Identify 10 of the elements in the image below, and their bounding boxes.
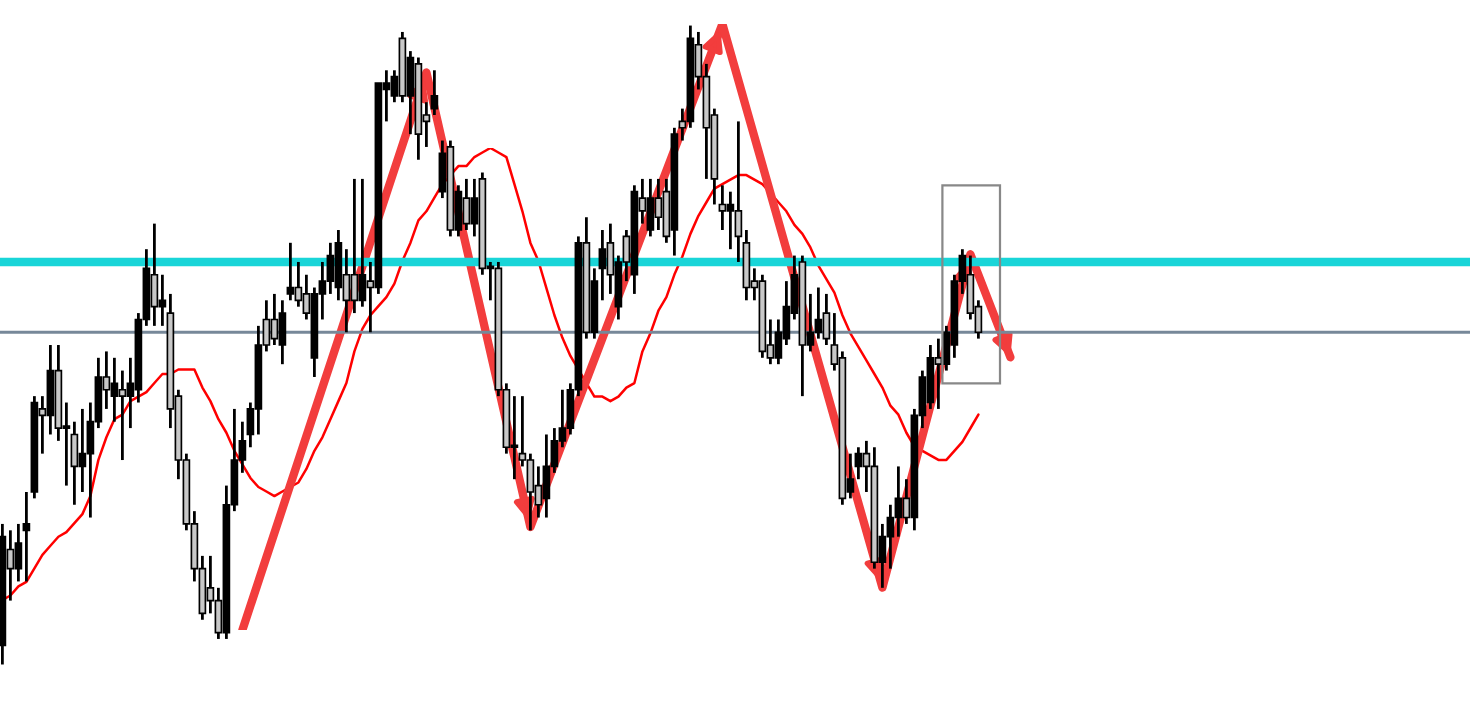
candlestick: [350, 177, 359, 315]
candlestick: [462, 177, 471, 232]
candlestick: [118, 369, 127, 462]
candlestick: [150, 222, 159, 328]
candlestick: [718, 183, 727, 232]
candlestick: [542, 433, 551, 519]
candlestick: [654, 177, 663, 232]
candlestick: [278, 298, 287, 366]
candlestick: [286, 241, 295, 302]
candlestick: [646, 177, 655, 238]
